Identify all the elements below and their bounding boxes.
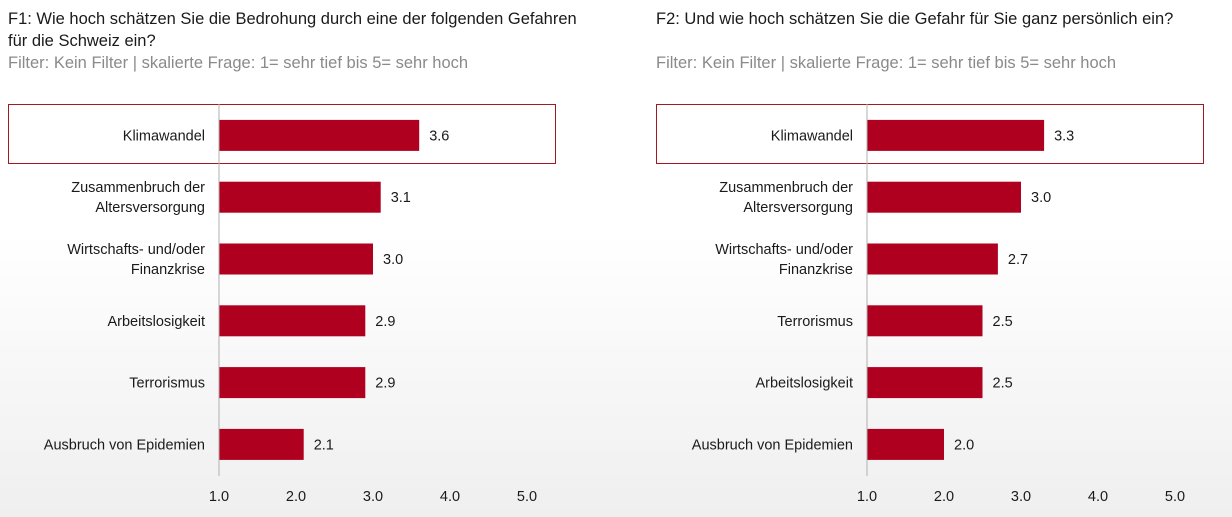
- x-tick-label: 5.0: [1165, 489, 1185, 505]
- category-label: Arbeitslosigkeit: [755, 376, 853, 392]
- chart-panel-f1: Klimawandel 3.6 Zusammenbruch der Altersver…: [0, 0, 600, 517]
- value-label: 2.9: [375, 314, 395, 330]
- category-label: Zusammenbruch der Altersversorgung: [71, 180, 205, 216]
- chart-title: F2: Und wie hoch schätzen Sie die Gefahr…: [656, 10, 1174, 28]
- chart-f1-svg: Klimawandel 3.6 Zusammenbruch der Altersver…: [8, 104, 556, 505]
- category-label: Terrorismus: [777, 314, 853, 330]
- bar: [867, 181, 1021, 213]
- chart-subtitle: Filter: Kein Filter | skalierte Frage: 1…: [656, 54, 1117, 72]
- x-tick-label: 2.0: [286, 489, 306, 505]
- x-tick-label: 4.0: [440, 489, 460, 505]
- value-label: 3.3: [1054, 128, 1074, 144]
- value-label: 2.5: [993, 376, 1013, 392]
- chart-subtitle: Filter: Kein Filter | skalierte Frage: 1…: [8, 54, 469, 72]
- chart-title: F1: Wie hoch schätzen Sie die Bedrohung …: [8, 10, 577, 50]
- bar: [219, 119, 420, 151]
- value-label: 3.1: [391, 190, 411, 206]
- bar: [219, 305, 366, 337]
- category-label: Ausbruch von Epidemien: [692, 437, 853, 453]
- bar: [867, 119, 1045, 151]
- bar: [867, 428, 944, 460]
- chart-f2-svg: Klimawandel 3.3 Zusammenbruch der Altersver…: [656, 104, 1204, 505]
- value-label: 2.5: [993, 314, 1013, 330]
- bar: [219, 181, 381, 213]
- category-label: Wirtschafts- und/oder Finanzkrise: [67, 242, 205, 278]
- bar: [867, 367, 983, 399]
- category-label: Ausbruch von Epidemien: [44, 437, 205, 453]
- x-tick-label: 3.0: [363, 489, 383, 505]
- x-tick-label: 3.0: [1011, 489, 1031, 505]
- bar: [867, 305, 983, 337]
- category-label: Wirtschafts- und/oder Finanzkrise: [715, 242, 853, 278]
- highlight-frame: [8, 104, 556, 164]
- x-tick-label: 1.0: [209, 489, 229, 505]
- value-label: 3.6: [429, 128, 449, 144]
- x-tick-label: 5.0: [517, 489, 537, 505]
- value-label: 3.0: [383, 252, 403, 268]
- value-label: 2.0: [954, 437, 974, 453]
- category-label: Arbeitslosigkeit: [107, 314, 205, 330]
- bar: [219, 428, 304, 460]
- bar: [867, 243, 998, 275]
- bar: [219, 367, 366, 399]
- chart-panel-f2: Klimawandel 3.3 Zusammenbruch der Altersver…: [648, 0, 1232, 517]
- x-tick-label: 1.0: [857, 489, 877, 505]
- bar: [219, 243, 373, 275]
- category-label: Zusammenbruch der Altersversorgung: [719, 180, 853, 216]
- category-label: Klimawandel: [123, 128, 205, 144]
- value-label: 2.1: [314, 437, 334, 453]
- value-label: 2.7: [1008, 252, 1028, 268]
- category-label: Terrorismus: [129, 376, 205, 392]
- category-label: Klimawandel: [771, 128, 853, 144]
- x-tick-label: 4.0: [1088, 489, 1108, 505]
- value-label: 2.9: [375, 376, 395, 392]
- value-label: 3.0: [1031, 190, 1051, 206]
- highlight-frame: [656, 104, 1204, 164]
- x-tick-label: 2.0: [934, 489, 954, 505]
